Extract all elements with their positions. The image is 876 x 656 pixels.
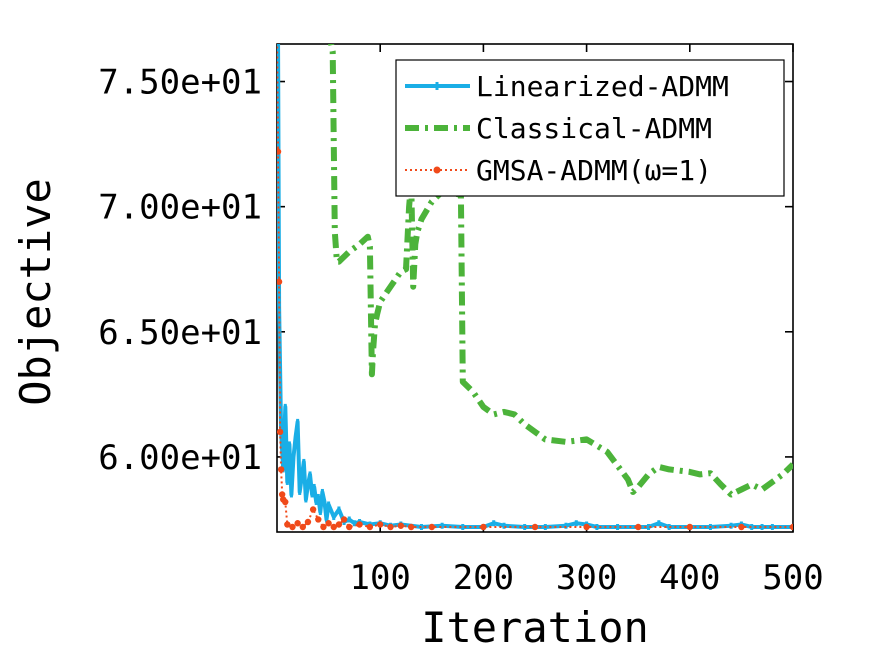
series-point-2 — [277, 428, 284, 436]
series-point-2 — [407, 523, 415, 531]
series-point-2 — [635, 523, 642, 531]
y-tick-label: 7.50e+01 — [98, 63, 262, 103]
series-point-2 — [686, 523, 693, 531]
plot-frame — [276, 43, 794, 533]
series-point-2 — [277, 278, 283, 285]
series-point-2 — [294, 520, 301, 527]
series-point-2 — [789, 523, 793, 531]
series-point-2 — [738, 523, 745, 531]
series-point-2 — [366, 523, 374, 531]
series-point-2 — [278, 491, 286, 498]
series-point-2 — [320, 523, 327, 531]
series-point-2 — [289, 523, 296, 531]
series-point-2 — [387, 523, 394, 531]
legend: Linearized-ADMM Classical-ADMM GMSA-ADMM(ω… — [395, 59, 785, 197]
series-point-2 — [397, 522, 405, 529]
series-point-2 — [282, 498, 289, 506]
series-point-2 — [356, 521, 363, 528]
series-point-2 — [583, 523, 590, 531]
series-point-2 — [325, 520, 332, 527]
series-point-2 — [480, 523, 487, 531]
y-axis-label: Objective — [11, 178, 60, 406]
x-tick-label: 500 — [762, 558, 823, 598]
series-point-2 — [377, 521, 384, 528]
series-point-2 — [284, 521, 291, 528]
series-point-2 — [277, 148, 282, 155]
series-layer — [274, 28, 793, 531]
series-point-2 — [335, 521, 343, 528]
x-axis-label: Iteration — [421, 603, 649, 652]
legend-label: GMSA-ADMM(ω=1) — [476, 154, 712, 187]
series-point-2 — [531, 523, 539, 531]
series-point-2 — [309, 506, 317, 513]
legend-box — [395, 59, 785, 197]
x-tick-label: 200 — [453, 558, 514, 598]
series-point-2 — [428, 523, 435, 531]
x-tick-label: 100 — [349, 558, 410, 598]
y-tick-label: 6.50e+01 — [98, 313, 262, 353]
y-tick-label: 6.00e+01 — [98, 438, 262, 478]
tick-labels: 100 200 300 400 500 6.00e+01 6.50e+01 7.00e+01 7… — [98, 63, 823, 598]
x-tick-label: 300 — [556, 558, 617, 598]
series-point-2 — [330, 523, 337, 531]
series-point-2 — [340, 516, 348, 523]
legend-label: Linearized-ADMM — [476, 70, 729, 103]
series-line-1 — [328, 44, 793, 498]
series-point-2 — [274, 28, 280, 34]
legend-marker — [433, 166, 441, 174]
series-point-2 — [277, 466, 285, 473]
series-point-2 — [346, 523, 353, 531]
series-point-2 — [304, 518, 312, 526]
series-point-2 — [315, 516, 322, 523]
legend-label: Classical-ADMM — [476, 112, 712, 145]
x-tick-label: 400 — [659, 558, 720, 598]
y-tick-label: 7.00e+01 — [98, 188, 262, 228]
series-point-2 — [299, 523, 306, 531]
